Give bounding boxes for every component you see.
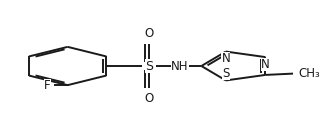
Text: S: S: [222, 67, 230, 80]
Text: O: O: [145, 27, 154, 40]
Text: NH: NH: [171, 60, 189, 72]
Text: O: O: [145, 92, 154, 105]
Text: S: S: [145, 60, 153, 72]
Text: CH₃: CH₃: [298, 67, 320, 80]
Text: N: N: [222, 52, 230, 65]
Text: F: F: [44, 79, 51, 92]
Text: N: N: [261, 58, 270, 71]
